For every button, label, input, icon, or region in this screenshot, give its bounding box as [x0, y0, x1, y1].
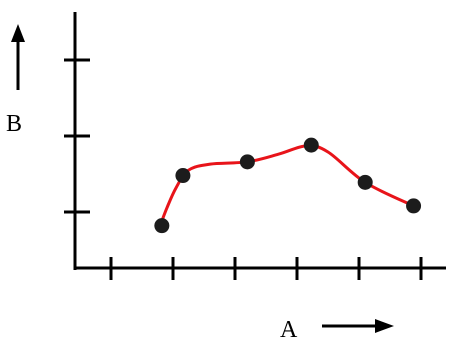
y-axis-label: B — [6, 111, 22, 137]
y-axis-arrow-icon — [11, 24, 25, 42]
data-point — [175, 168, 191, 184]
data-point — [154, 218, 170, 234]
x-ticks — [109, 257, 423, 280]
data-point — [406, 198, 422, 214]
y-ticks — [64, 58, 90, 214]
fit-curve — [156, 144, 415, 232]
x-axis-label: A — [280, 317, 298, 340]
data-points — [154, 137, 422, 234]
x-axis-arrow-icon — [375, 319, 394, 333]
data-point — [303, 137, 319, 153]
data-point — [357, 174, 373, 190]
data-point — [239, 154, 255, 170]
